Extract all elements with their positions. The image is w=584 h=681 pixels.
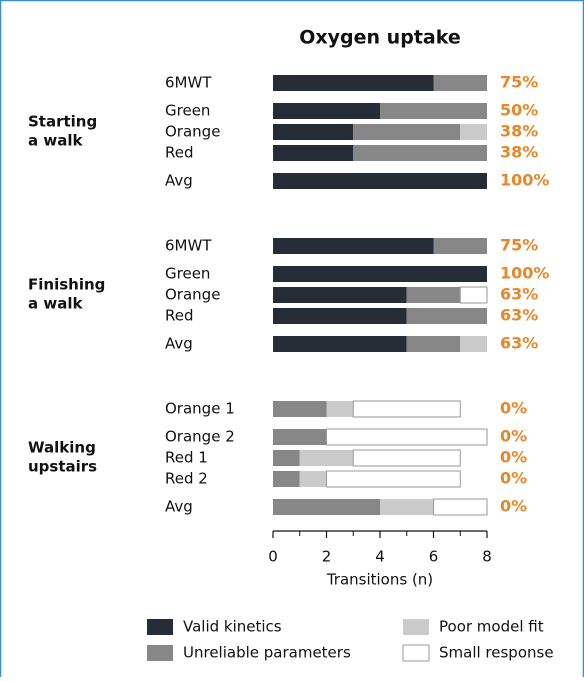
group-label: Finishing — [28, 276, 105, 294]
percent-label: 0% — [500, 469, 527, 488]
category-label: Avg — [165, 335, 193, 353]
bar-segment — [273, 145, 354, 161]
x-tick-label: 2 — [322, 548, 332, 566]
percent-label: 75% — [500, 236, 538, 255]
percent-label: 0% — [500, 497, 527, 516]
bar-segment — [273, 103, 380, 119]
percent-label: 100% — [500, 171, 549, 190]
category-label: 6MWT — [165, 74, 212, 92]
x-tick-label: 0 — [268, 548, 278, 566]
bar-segment — [353, 124, 461, 140]
bar-segment — [273, 499, 380, 515]
legend-swatch — [402, 644, 430, 662]
x-axis-label: Transitions (n) — [326, 571, 433, 589]
group-label: upstairs — [28, 458, 97, 476]
legend-swatch — [403, 619, 429, 635]
bar-segment — [326, 428, 488, 446]
bar-segment — [273, 173, 487, 189]
bar-segment — [380, 103, 487, 119]
legend-label: Poor model fit — [439, 618, 544, 636]
bar-segment — [299, 471, 327, 487]
bar-segment — [353, 145, 487, 161]
bar-segment — [406, 308, 487, 324]
bar-segment — [273, 75, 434, 91]
category-label: Avg — [165, 498, 193, 516]
category-label: 6MWT — [165, 237, 212, 255]
category-label: Red — [165, 144, 194, 162]
category-label: Orange 1 — [165, 400, 235, 418]
group-label: a walk — [28, 295, 83, 313]
bar-segment — [433, 238, 487, 254]
bar-segment — [406, 287, 461, 303]
x-tick-label: 4 — [375, 548, 385, 566]
bar-segment — [352, 449, 461, 467]
x-tick-label: 8 — [482, 548, 492, 566]
category-label: Red — [165, 307, 194, 325]
bar-segment — [273, 287, 407, 303]
legend-swatch — [147, 645, 173, 661]
legend-label: Small response — [439, 644, 554, 662]
category-label: Orange — [165, 286, 220, 304]
bar-segment — [273, 429, 327, 445]
bar-segment — [433, 498, 488, 516]
percent-label: 38% — [500, 143, 538, 162]
bar-segment — [326, 470, 461, 488]
bar-segment — [273, 471, 300, 487]
group-label: a walk — [28, 132, 83, 150]
bar-segment — [433, 75, 487, 91]
bar-segment — [273, 336, 407, 352]
category-label: Red 1 — [165, 449, 208, 467]
bar-segment — [273, 450, 300, 466]
percent-label: 100% — [500, 264, 549, 283]
bar-segment — [326, 401, 354, 417]
percent-label: 0% — [500, 448, 527, 467]
legend-swatch — [147, 619, 173, 635]
category-label: Green — [165, 102, 210, 120]
bar-segment — [273, 266, 487, 282]
bar-segment — [352, 400, 461, 418]
category-label: Orange — [165, 123, 220, 141]
percent-label: 0% — [500, 427, 527, 446]
bar-segment — [273, 308, 407, 324]
category-label: Red 2 — [165, 470, 208, 488]
chart-title: Oxygen uptake — [299, 27, 460, 49]
percent-label: 50% — [500, 101, 538, 120]
bar-segment — [273, 238, 434, 254]
group-label: Starting — [28, 113, 97, 131]
legend-label: Valid kinetics — [183, 618, 282, 636]
bar-segment — [273, 401, 327, 417]
bar-segment — [460, 336, 487, 352]
bar-segment — [299, 450, 354, 466]
category-label: Orange 2 — [165, 428, 235, 446]
bar-segment — [406, 336, 461, 352]
category-label: Avg — [165, 172, 193, 190]
percent-label: 63% — [500, 285, 538, 304]
legend-label: Unreliable parameters — [183, 644, 351, 662]
bar-segment — [380, 499, 434, 515]
bar-segment — [459, 286, 488, 304]
bar-segment — [460, 124, 487, 140]
percent-label: 75% — [500, 73, 538, 92]
percent-label: 0% — [500, 399, 527, 418]
percent-label: 38% — [500, 122, 538, 141]
category-label: Green — [165, 265, 210, 283]
x-tick-label: 6 — [429, 548, 439, 566]
percent-label: 63% — [500, 306, 538, 325]
bar-segment — [273, 124, 354, 140]
group-label: Walking — [28, 439, 96, 457]
percent-label: 63% — [500, 334, 538, 353]
